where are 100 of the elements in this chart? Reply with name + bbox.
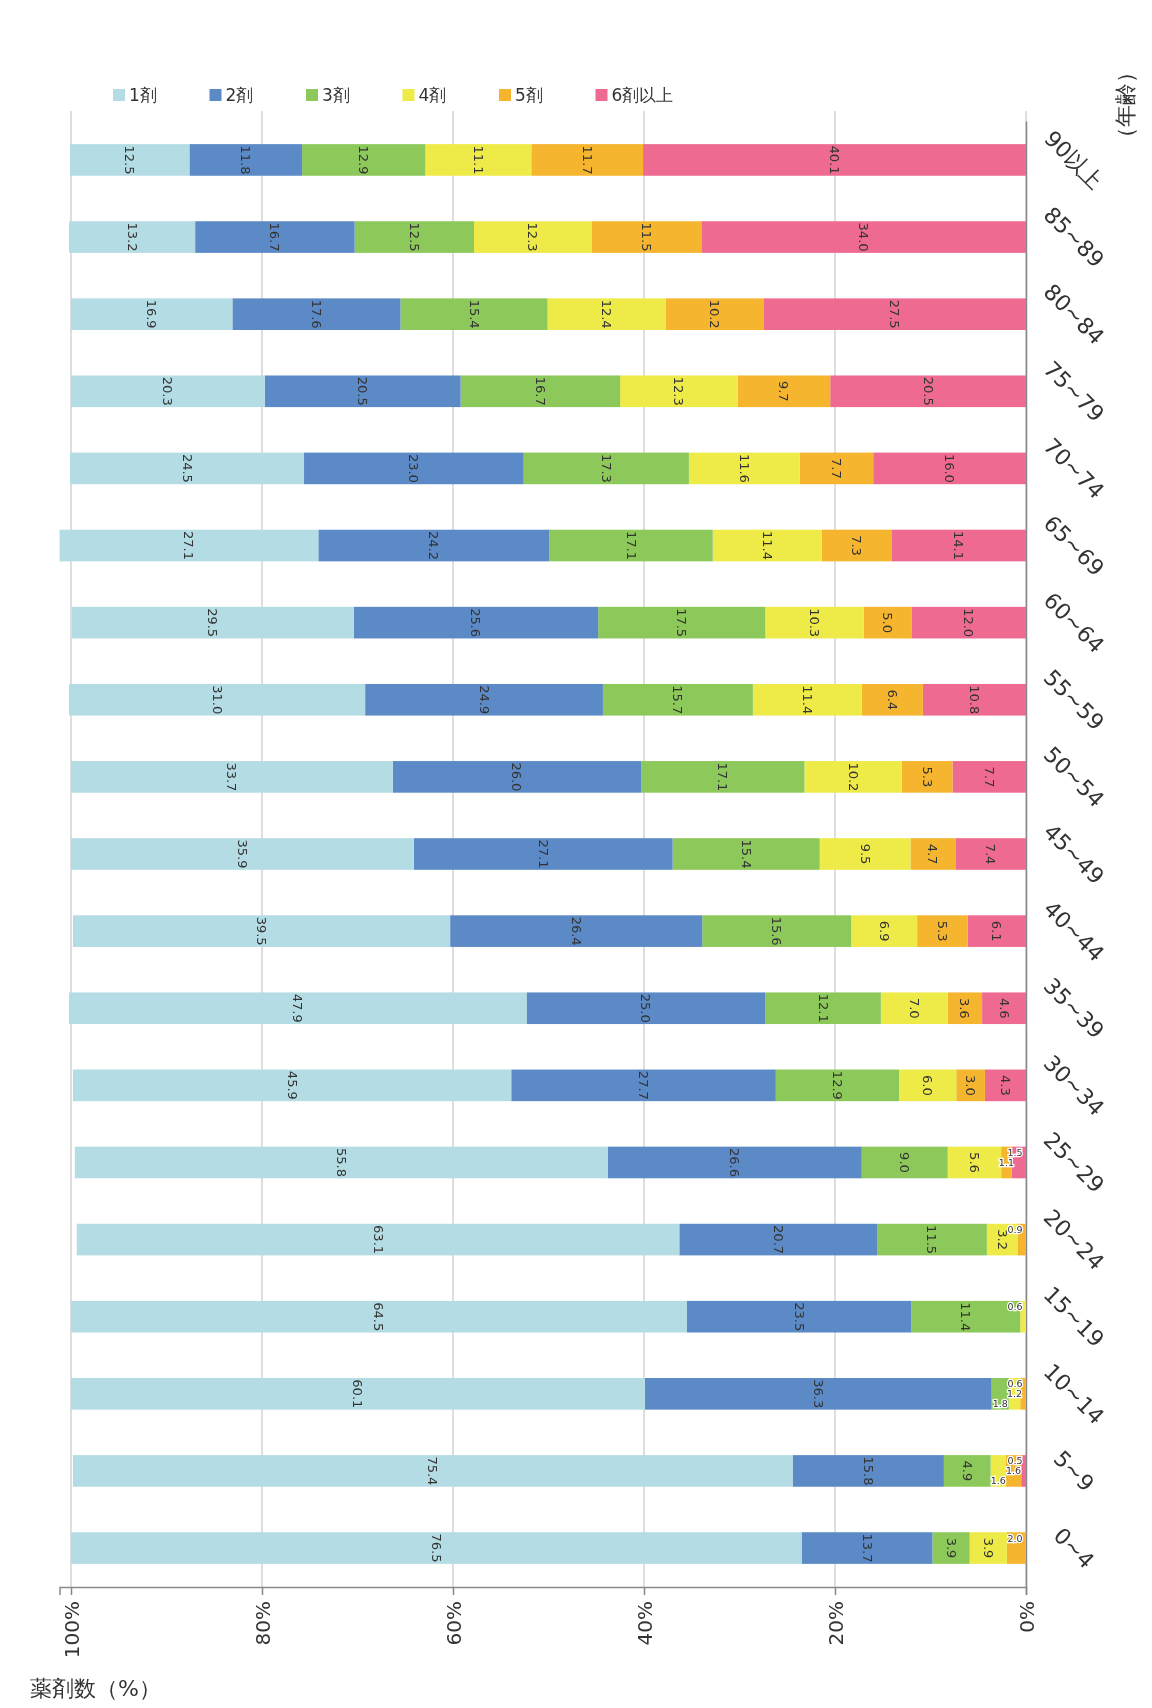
bar	[189, 144, 303, 176]
bar	[304, 452, 524, 485]
data-label: 7.4	[983, 843, 999, 865]
bar	[460, 375, 621, 408]
data-label: 15.6	[769, 916, 785, 946]
data-label: 24.2	[426, 531, 442, 561]
bar	[474, 221, 592, 253]
bar	[195, 221, 355, 253]
data-label: 3.9	[980, 1537, 996, 1559]
data-label: 0.5	[1007, 1455, 1023, 1467]
bar	[910, 838, 956, 870]
data-label: 1.8	[992, 1398, 1008, 1410]
bar	[763, 298, 1026, 330]
bar	[547, 298, 666, 330]
bar	[641, 761, 805, 793]
bar	[425, 144, 532, 176]
data-label: 12.9	[829, 1070, 845, 1100]
data-label: 34.0	[856, 222, 872, 252]
data-label: 4.6	[996, 997, 1012, 1019]
data-label: 27.7	[636, 1070, 652, 1100]
data-label: 60.1	[350, 1379, 366, 1409]
data-label: 3.0	[963, 1075, 979, 1096]
data-label: 11.5	[638, 222, 654, 252]
data-label: 11.4	[759, 531, 775, 561]
bar	[318, 529, 550, 562]
data-label: 11.8	[238, 145, 254, 175]
bar	[861, 1146, 948, 1179]
data-label: 0.9	[1007, 1224, 1023, 1236]
data-label: 25.0	[638, 993, 654, 1023]
data-label: 12.0	[961, 608, 977, 638]
bar	[365, 683, 603, 716]
bar	[686, 1300, 912, 1333]
bar	[917, 915, 968, 947]
data-label: 2.0	[1007, 1532, 1023, 1544]
data-label: 24.9	[476, 685, 492, 715]
bar	[413, 838, 673, 870]
data-label: 1.6	[1006, 1465, 1022, 1477]
data-label: 76.5	[428, 1533, 444, 1563]
bar	[392, 761, 642, 793]
data-label: 6.9	[876, 920, 892, 942]
legend-label: 6剤以上	[611, 85, 674, 105]
bar	[353, 606, 599, 639]
data-label: 26.4	[568, 916, 584, 946]
legend-label: 3剤	[322, 85, 350, 105]
data-label: 6.4	[884, 689, 900, 711]
bar	[549, 529, 713, 562]
data-label: 12.5	[406, 222, 422, 252]
bar	[947, 1146, 1002, 1179]
bar	[688, 452, 800, 485]
data-label: 13.2	[124, 222, 140, 252]
bar	[969, 1532, 1007, 1564]
data-label: 24.5	[179, 453, 195, 483]
bar	[898, 1069, 957, 1102]
data-label: 4.3	[997, 1075, 1013, 1096]
data-label: 9.0	[897, 1152, 913, 1173]
data-label: 25.6	[468, 608, 484, 638]
bar	[911, 1300, 1021, 1333]
data-label: 16.7	[267, 222, 283, 252]
bar	[598, 606, 766, 639]
data-label: 4.9	[959, 1460, 975, 1482]
data-label: 17.3	[598, 453, 614, 483]
bar	[851, 915, 918, 947]
data-label: 9.5	[857, 843, 873, 865]
bar	[70, 144, 190, 176]
bar	[702, 915, 852, 947]
x-tick-label: 100%	[59, 1601, 84, 1659]
bar	[531, 144, 644, 176]
bar	[877, 1223, 987, 1256]
bar	[861, 683, 923, 716]
data-label: 20.5	[920, 376, 936, 406]
data-label: 12.1	[815, 993, 831, 1023]
data-label: 12.5	[122, 145, 138, 175]
bar	[71, 1378, 645, 1410]
bar	[765, 992, 881, 1025]
data-label: 15.8	[860, 1456, 876, 1486]
bar	[523, 452, 689, 485]
legend-label: 5剤	[515, 85, 543, 105]
data-label: 45.9	[284, 1070, 300, 1100]
bar	[765, 606, 864, 639]
bar	[264, 375, 461, 408]
data-label: 27.5	[887, 299, 903, 329]
data-label: 12.3	[671, 376, 687, 406]
x-tick-label: 80%	[250, 1601, 275, 1646]
data-label: 11.4	[958, 1302, 974, 1332]
data-label: 55.8	[333, 1147, 349, 1177]
data-label: 7.7	[981, 766, 997, 788]
bar	[801, 1532, 933, 1564]
data-label: 6.0	[920, 1075, 936, 1096]
data-label: 1.2	[1006, 1388, 1023, 1400]
bar	[830, 375, 1026, 408]
bar	[76, 1223, 680, 1256]
data-label: 11.7	[579, 145, 595, 175]
data-label: 12.3	[525, 222, 541, 252]
legend-label: 2剤	[225, 85, 254, 105]
bar	[984, 1069, 1026, 1102]
legend-label: 4剤	[418, 85, 447, 105]
bar	[450, 915, 703, 947]
bar	[71, 606, 354, 639]
bar	[819, 838, 911, 870]
data-label: 40.1	[827, 145, 843, 175]
